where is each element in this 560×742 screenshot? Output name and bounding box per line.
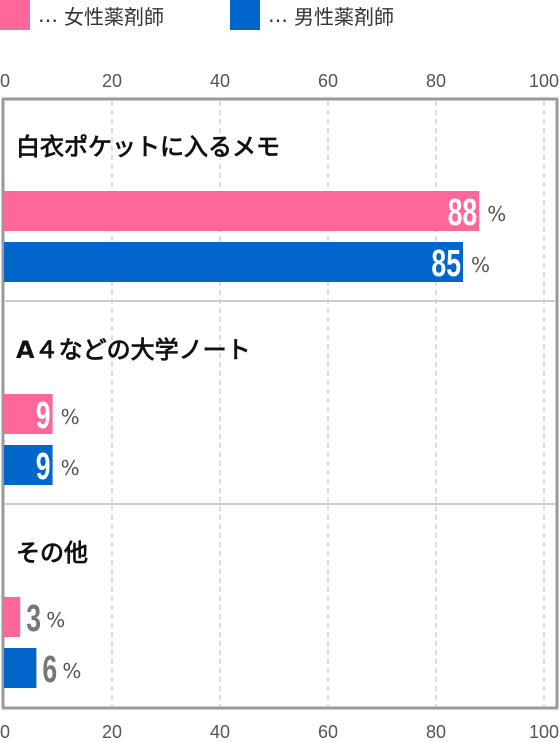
bar: [4, 597, 21, 637]
value-label: 3: [26, 596, 41, 639]
legend-swatch-female: [0, 0, 30, 30]
percent-unit: %: [46, 608, 65, 632]
bar: [4, 394, 53, 434]
x-tick-label-top: 80: [426, 71, 446, 91]
legend-swatch-male: [230, 0, 260, 30]
bar: [4, 191, 480, 231]
legend: … 女性薬剤師 … 男性薬剤師: [0, 0, 560, 34]
x-tick-label-bottom: 0: [0, 722, 10, 742]
value-label: 9: [36, 393, 51, 436]
category-label: A４などの大学ノート: [16, 336, 251, 364]
category-label: 白衣ポケットに入るメモ: [16, 133, 280, 161]
value-label: 88: [448, 190, 478, 233]
x-tick-label-bottom: 40: [210, 722, 230, 742]
percent-unit: %: [61, 456, 80, 480]
x-tick-label-top: 20: [102, 71, 122, 91]
legend-item-female: … 女性薬剤師: [0, 0, 164, 30]
legend-marker-male: …: [268, 3, 288, 27]
value-label: 6: [42, 647, 57, 690]
percent-unit: %: [62, 659, 81, 683]
x-tick-label-bottom: 100: [529, 722, 559, 742]
legend-marker-female: …: [38, 3, 58, 27]
value-label: 85: [431, 241, 461, 284]
percent-unit: %: [471, 253, 490, 277]
x-tick-label-top: 40: [210, 71, 230, 91]
x-tick-label-top: 60: [318, 71, 338, 91]
category-label: その他: [16, 539, 88, 567]
x-tick-label-bottom: 80: [426, 722, 446, 742]
bar: [4, 648, 37, 688]
percent-unit: %: [487, 202, 506, 226]
bar: [4, 445, 53, 485]
legend-label-female: 女性薬剤師: [64, 4, 164, 29]
x-tick-label-bottom: 60: [318, 722, 338, 742]
percent-unit: %: [61, 405, 80, 429]
x-tick-label-top: 0: [0, 71, 10, 91]
legend-label-male: 男性薬剤師: [294, 4, 394, 29]
x-tick-label-top: 100: [529, 71, 559, 91]
bar: [4, 242, 463, 282]
legend-item-male: … 男性薬剤師: [230, 0, 394, 30]
x-tick-label-bottom: 20: [102, 722, 122, 742]
value-label: 9: [36, 444, 51, 487]
